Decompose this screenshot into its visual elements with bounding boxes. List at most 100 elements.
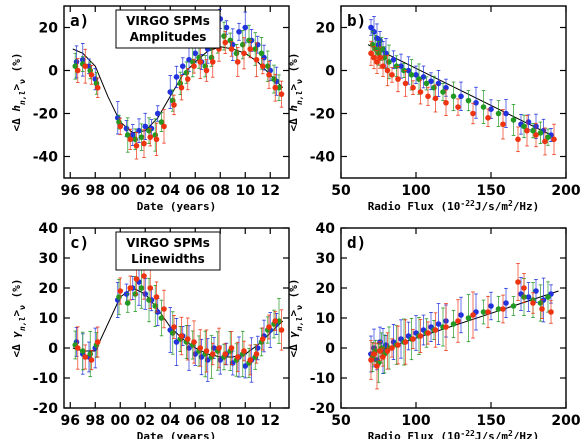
data-point — [87, 351, 94, 357]
data-point — [386, 59, 392, 65]
data-point — [88, 357, 95, 363]
data-point — [470, 110, 476, 117]
annotation-line: VIRGO SPMs — [126, 14, 210, 28]
data-point — [548, 309, 554, 315]
data-point — [465, 97, 472, 104]
data-point — [458, 93, 464, 100]
data-point — [88, 72, 95, 78]
y-axis-label: <Δ γn,l>ν (%) — [287, 279, 304, 358]
x-tick-label: 08 — [211, 413, 230, 429]
data-point — [222, 39, 229, 46]
x-tick-label: 200 — [551, 183, 580, 199]
data-point — [465, 315, 472, 321]
plot-frame — [63, 5, 290, 179]
data-point — [371, 54, 377, 61]
data-point — [192, 50, 199, 57]
data-point — [216, 345, 222, 351]
x-tick-label: 12 — [261, 183, 280, 199]
x-tick-label: 200 — [551, 413, 580, 429]
data-point — [384, 348, 391, 354]
data-point — [521, 123, 527, 130]
data-point — [234, 59, 241, 65]
data-point — [82, 63, 89, 69]
y-tick-label: -20 — [33, 107, 59, 123]
panel-label: b) — [347, 11, 366, 30]
data-point — [94, 84, 101, 91]
data-point — [377, 37, 383, 44]
data-point — [443, 324, 449, 330]
y-tick-label: -10 — [310, 371, 336, 387]
y-tick-label: 20 — [39, 281, 59, 297]
data-point — [470, 312, 476, 318]
data-point — [179, 63, 186, 69]
data-point — [247, 357, 254, 363]
data-point — [221, 33, 227, 39]
data-point — [241, 348, 247, 354]
data-point — [247, 46, 254, 52]
data-point — [266, 72, 272, 78]
y-tick-label: 0 — [48, 64, 58, 80]
y-tick-label: -40 — [33, 150, 59, 166]
data-point — [450, 93, 457, 100]
data-point — [147, 134, 154, 140]
data-point — [203, 348, 210, 354]
data-point — [500, 121, 506, 128]
data-series-1 — [369, 30, 551, 146]
data-point — [129, 132, 136, 138]
data-point — [234, 354, 241, 360]
x-tick-label: 06 — [186, 183, 205, 199]
data-point — [455, 104, 461, 110]
data-point — [524, 127, 530, 134]
x-tick-label: 96 — [61, 183, 80, 199]
y-axis-label: <Δ γn,l>ν (%) — [10, 279, 27, 358]
data-point — [390, 56, 397, 63]
data-point — [241, 50, 247, 57]
x-tick-label: 50 — [331, 183, 351, 199]
data-series-2 — [74, 252, 285, 376]
data-point — [158, 119, 165, 125]
data-point — [488, 106, 494, 112]
annotation-line: Linewidths — [131, 252, 205, 266]
data-point — [167, 89, 174, 95]
data-point — [495, 110, 502, 117]
data-point — [425, 330, 431, 336]
data-point — [443, 84, 449, 91]
y-tick-label: 10 — [39, 311, 59, 327]
data-point — [432, 327, 439, 333]
data-point — [435, 80, 442, 87]
y-tick-label: 40 — [316, 221, 336, 237]
data-point — [435, 321, 442, 327]
y-tick-label: 20 — [316, 281, 336, 297]
data-point — [432, 95, 439, 102]
x-tick-label: 10 — [236, 183, 256, 199]
panel-b: 50 100 150 200 -40 -20 0 20 b) Radio Flux (10-22J… — [287, 5, 581, 213]
panel-c: 96 98 00 02 04 06 08 10 12 -20 -10 0 10 20 30 40 c) VIRGO… — [10, 221, 290, 439]
data-point — [443, 99, 449, 106]
data-point — [233, 50, 240, 57]
data-point — [542, 138, 548, 145]
data-point — [480, 309, 487, 315]
y-axis-label: <Δ hn,l>ν (%) — [10, 53, 27, 132]
data-point — [227, 37, 234, 44]
data-point — [94, 339, 101, 345]
data-point — [423, 80, 430, 87]
x-tick-label: 98 — [86, 183, 105, 199]
data-point — [158, 315, 165, 321]
data-point — [533, 132, 539, 138]
data-point — [184, 336, 191, 342]
annotation-box — [115, 231, 221, 271]
data-point — [74, 67, 81, 74]
data-point — [236, 29, 242, 35]
data-point — [530, 127, 536, 134]
data-point — [428, 78, 434, 85]
data-point — [537, 130, 544, 136]
data-point — [133, 142, 140, 149]
data-point — [525, 119, 532, 125]
annotation-box — [115, 9, 221, 49]
x-tick-label: 00 — [111, 183, 131, 199]
data-point — [380, 354, 386, 360]
data-point — [258, 50, 265, 57]
data-point — [127, 136, 134, 143]
data-point — [124, 300, 131, 306]
